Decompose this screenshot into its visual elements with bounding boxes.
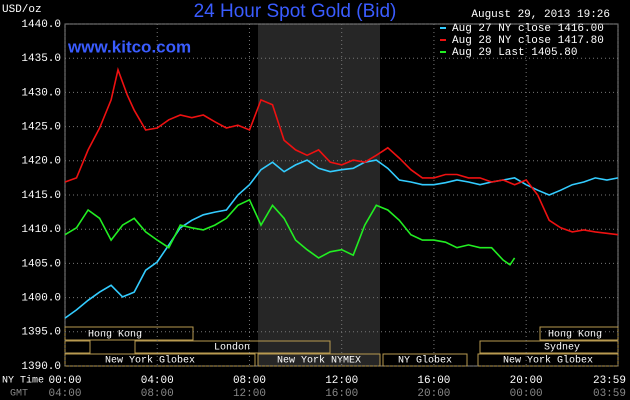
y-tick-label: 1395.0 bbox=[21, 327, 61, 339]
legend-swatch bbox=[440, 39, 446, 41]
session-label: NY Globex bbox=[398, 355, 452, 367]
y-axis-label: USD/oz bbox=[2, 4, 42, 16]
session-label: New York Globex bbox=[105, 355, 195, 367]
y-tick-label: 1440.0 bbox=[21, 19, 61, 31]
x2-tick-label: 04:00 bbox=[48, 388, 81, 400]
y-tick-label: 1390.0 bbox=[21, 361, 61, 373]
x-axis-label: NY Time bbox=[2, 375, 44, 387]
x2-axis-label: GMT bbox=[10, 389, 28, 400]
session-box bbox=[257, 353, 381, 367]
legend-swatch bbox=[440, 51, 446, 53]
y-tick-label: 1430.0 bbox=[21, 87, 61, 99]
session-label: Sydney bbox=[544, 342, 580, 354]
chart-title: 24 Hour Spot Gold (Bid) bbox=[194, 1, 397, 22]
session-label: Hong Kong bbox=[548, 330, 602, 341]
y-tick-label: 1435.0 bbox=[21, 53, 61, 65]
legend-label: Aug 27 NY close 1416.00 bbox=[452, 23, 604, 35]
session-label: New York Globex bbox=[503, 355, 593, 367]
x-tick-label: 00:00 bbox=[48, 375, 81, 387]
session-box bbox=[64, 326, 194, 341]
session-box bbox=[539, 326, 619, 341]
y-tick-label: 1420.0 bbox=[21, 156, 61, 168]
x2-tick-label: 20:00 bbox=[417, 388, 450, 400]
series-line bbox=[64, 66, 619, 236]
series-line bbox=[64, 159, 619, 319]
y-tick-label: 1405.0 bbox=[21, 258, 61, 270]
x2-tick-label: 00:00 bbox=[510, 388, 543, 400]
session-label: London bbox=[214, 342, 250, 354]
legend-label: Aug 29 Last 1405.80 bbox=[452, 47, 577, 59]
x-tick-label: 23:59 bbox=[593, 375, 626, 387]
x2-tick-label: 16:00 bbox=[325, 388, 358, 400]
session-label: Hong Kong bbox=[88, 330, 142, 341]
session-box bbox=[64, 340, 91, 354]
x2-tick-label: 12:00 bbox=[233, 388, 266, 400]
subtitle: August 29, 2013 19:26 bbox=[471, 9, 610, 21]
y-tick-label: 1425.0 bbox=[21, 122, 61, 134]
y-tick-label: 1415.0 bbox=[21, 190, 61, 202]
series-line bbox=[64, 198, 516, 266]
session-box bbox=[479, 340, 619, 354]
x-tick-label: 16:00 bbox=[417, 375, 450, 387]
legend-swatch bbox=[440, 27, 446, 29]
site-label: www.kitco.com bbox=[67, 37, 191, 56]
session-highlight bbox=[258, 24, 380, 366]
x2-tick-label: 08:00 bbox=[141, 388, 174, 400]
x-tick-label: 20:00 bbox=[510, 375, 543, 387]
session-box bbox=[134, 340, 331, 354]
x-tick-label: 12:00 bbox=[325, 375, 358, 387]
y-tick-label: 1400.0 bbox=[21, 293, 61, 305]
x-tick-label: 04:00 bbox=[141, 375, 174, 387]
x-tick-label: 08:00 bbox=[233, 375, 266, 387]
y-tick-label: 1410.0 bbox=[21, 224, 61, 236]
legend-label: Aug 28 NY close 1417.80 bbox=[452, 35, 604, 47]
session-label: New York NYMEX bbox=[277, 355, 361, 367]
x2-tick-label: 03:59 bbox=[593, 388, 626, 400]
